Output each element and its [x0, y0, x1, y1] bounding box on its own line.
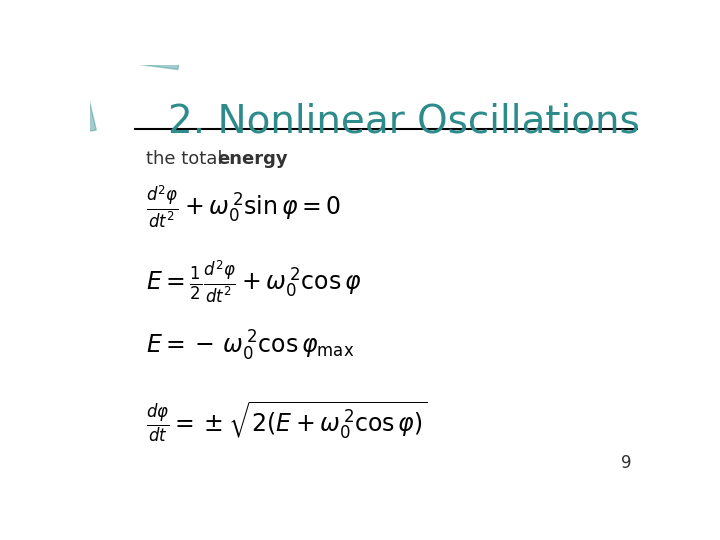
Text: energy: energy: [217, 150, 288, 168]
Text: $E = -\,\omega_0^{\,2}\cos\varphi_{\mathrm{max}}$: $E = -\,\omega_0^{\,2}\cos\varphi_{\math…: [145, 329, 354, 363]
Text: $\frac{d^2\varphi}{dt^2} + \omega_0^{\,2}\sin\varphi = 0$: $\frac{d^2\varphi}{dt^2} + \omega_0^{\,2…: [145, 183, 341, 230]
Text: $E = \frac{1}{2}\frac{d^2\varphi}{dt^2} + \omega_0^{\,2}\cos\varphi$: $E = \frac{1}{2}\frac{d^2\varphi}{dt^2} …: [145, 258, 361, 305]
Text: 9: 9: [621, 454, 631, 472]
Text: 2. Nonlinear Oscillations: 2. Nonlinear Oscillations: [168, 102, 640, 140]
Wedge shape: [0, 0, 179, 131]
Text: $\frac{d\varphi}{dt} = \pm\sqrt{2(E + \omega_0^{\,2}\cos\varphi)}$: $\frac{d\varphi}{dt} = \pm\sqrt{2(E + \o…: [145, 400, 428, 444]
Text: the total: the total: [145, 150, 228, 168]
